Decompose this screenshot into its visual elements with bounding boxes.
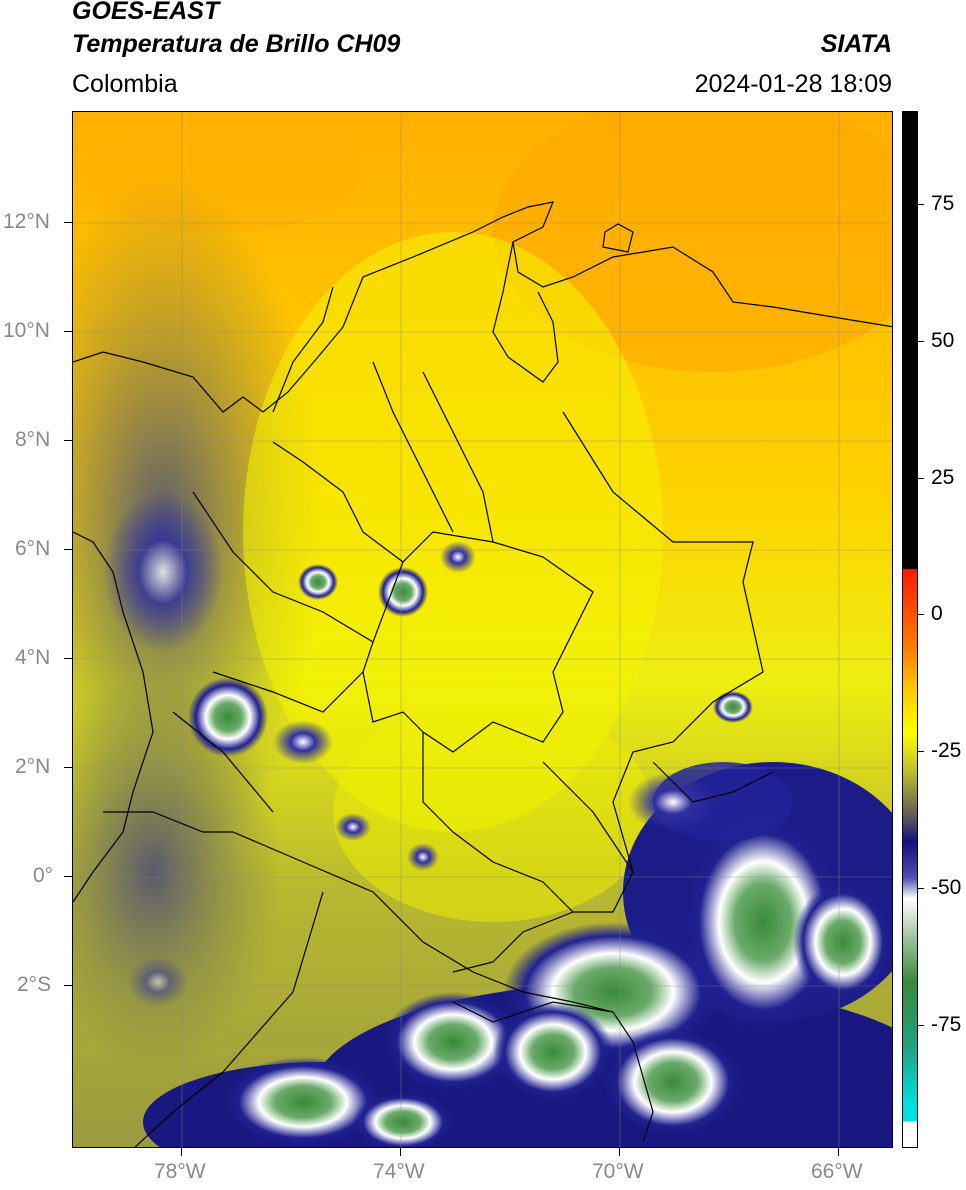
lon-tick [400, 1148, 401, 1156]
cb-label-25: 25 [931, 466, 955, 489]
cb-label-50: 50 [931, 329, 955, 352]
lat-tick [64, 658, 72, 659]
lat-tick [64, 440, 72, 441]
title-satellite: GOES-EAST [72, 0, 220, 25]
region-label: Colombia [72, 70, 178, 98]
cb-tick [918, 1025, 924, 1026]
cb-label-neg50: -50 [931, 876, 962, 899]
cb-label-neg75: -75 [931, 1013, 962, 1036]
lat-label: 2°S [17, 973, 52, 996]
cb-tick [918, 751, 924, 752]
lat-label: 4°N [15, 646, 51, 669]
title-product: Temperatura de Brillo CH09 [72, 30, 401, 58]
lat-tick [64, 222, 72, 223]
lon-label: 70°W [592, 1160, 644, 1183]
lat-tick [64, 876, 72, 877]
brand-label: SIATA [820, 30, 892, 58]
lon-tick [838, 1148, 839, 1156]
lon-tick [181, 1148, 182, 1156]
cb-tick [918, 341, 924, 342]
cb-tick [918, 204, 924, 205]
cb-tick [918, 478, 924, 479]
lat-label: 12°N [3, 210, 50, 233]
cb-tick [918, 614, 924, 615]
cb-label-75: 75 [931, 192, 955, 215]
datetime-label: 2024-01-28 18:09 [694, 70, 892, 98]
lon-label: 78°W [154, 1160, 206, 1183]
colorbar [902, 111, 918, 1148]
lat-tick [64, 331, 72, 332]
lon-label: 74°W [373, 1160, 425, 1183]
lat-label: 8°N [15, 428, 51, 451]
lat-label: 6°N [15, 537, 51, 560]
lon-tick [619, 1148, 620, 1156]
cb-label-0: 0 [931, 602, 943, 625]
cb-label-neg25: -25 [931, 739, 962, 762]
map-panel[interactable] [72, 111, 893, 1148]
lat-label: 10°N [3, 319, 50, 342]
cb-tick [918, 888, 924, 889]
lon-label: 66°W [811, 1160, 863, 1183]
lat-tick [64, 985, 72, 986]
lat-tick [64, 767, 72, 768]
lat-label: 0° [33, 864, 54, 887]
lat-label: 2°N [15, 755, 51, 778]
satellite-image [73, 112, 892, 1147]
lat-tick [64, 549, 72, 550]
